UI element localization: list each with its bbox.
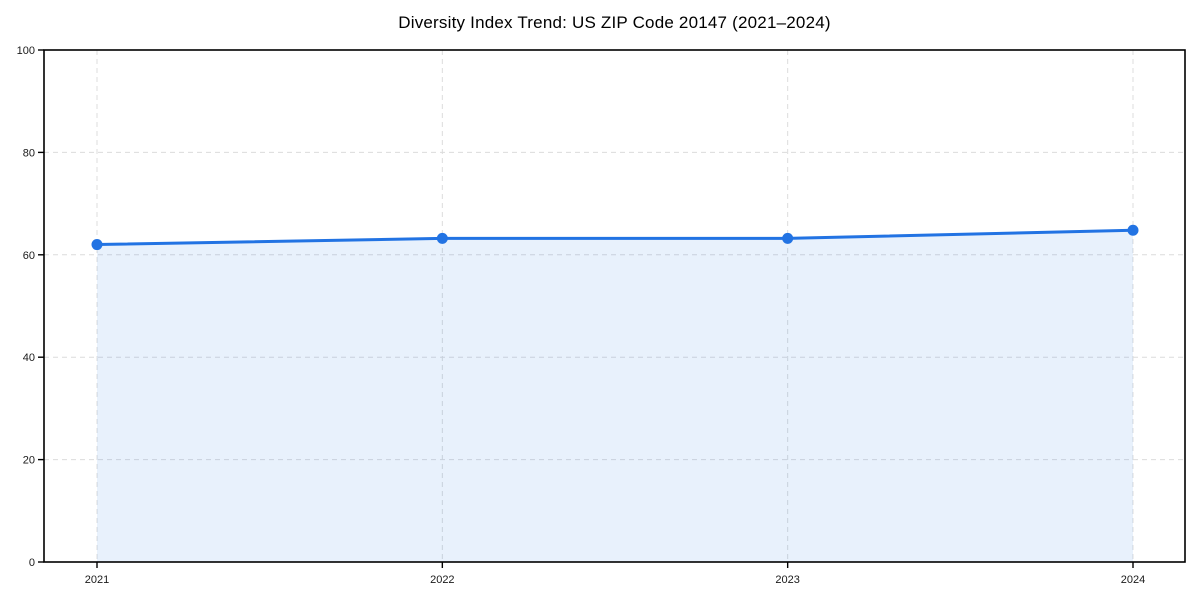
data-point-marker-2024 [1127, 224, 1139, 236]
trend-line [95, 228, 1135, 247]
y-tick-label: 20 [23, 455, 35, 467]
y-tick-label: 100 [17, 45, 35, 57]
area-fill [97, 230, 1133, 562]
x-tick-label: 2022 [430, 574, 454, 586]
x-tick-label: 2023 [775, 574, 799, 586]
y-tick-label: 0 [29, 557, 35, 569]
x-tick-label: 2021 [85, 574, 109, 586]
data-point-marker-2022 [436, 232, 448, 244]
y-tick-label: 60 [23, 250, 35, 262]
plot-border [43, 49, 1186, 563]
y-tick-label: 80 [23, 147, 35, 159]
x-tick-label: 2024 [1121, 574, 1145, 586]
data-point-marker-2021 [91, 239, 103, 251]
y-tick-label: 40 [23, 352, 35, 364]
chart-title: Diversity Index Trend: US ZIP Code 20147… [398, 13, 831, 32]
data-point-marker-2023 [782, 232, 794, 244]
